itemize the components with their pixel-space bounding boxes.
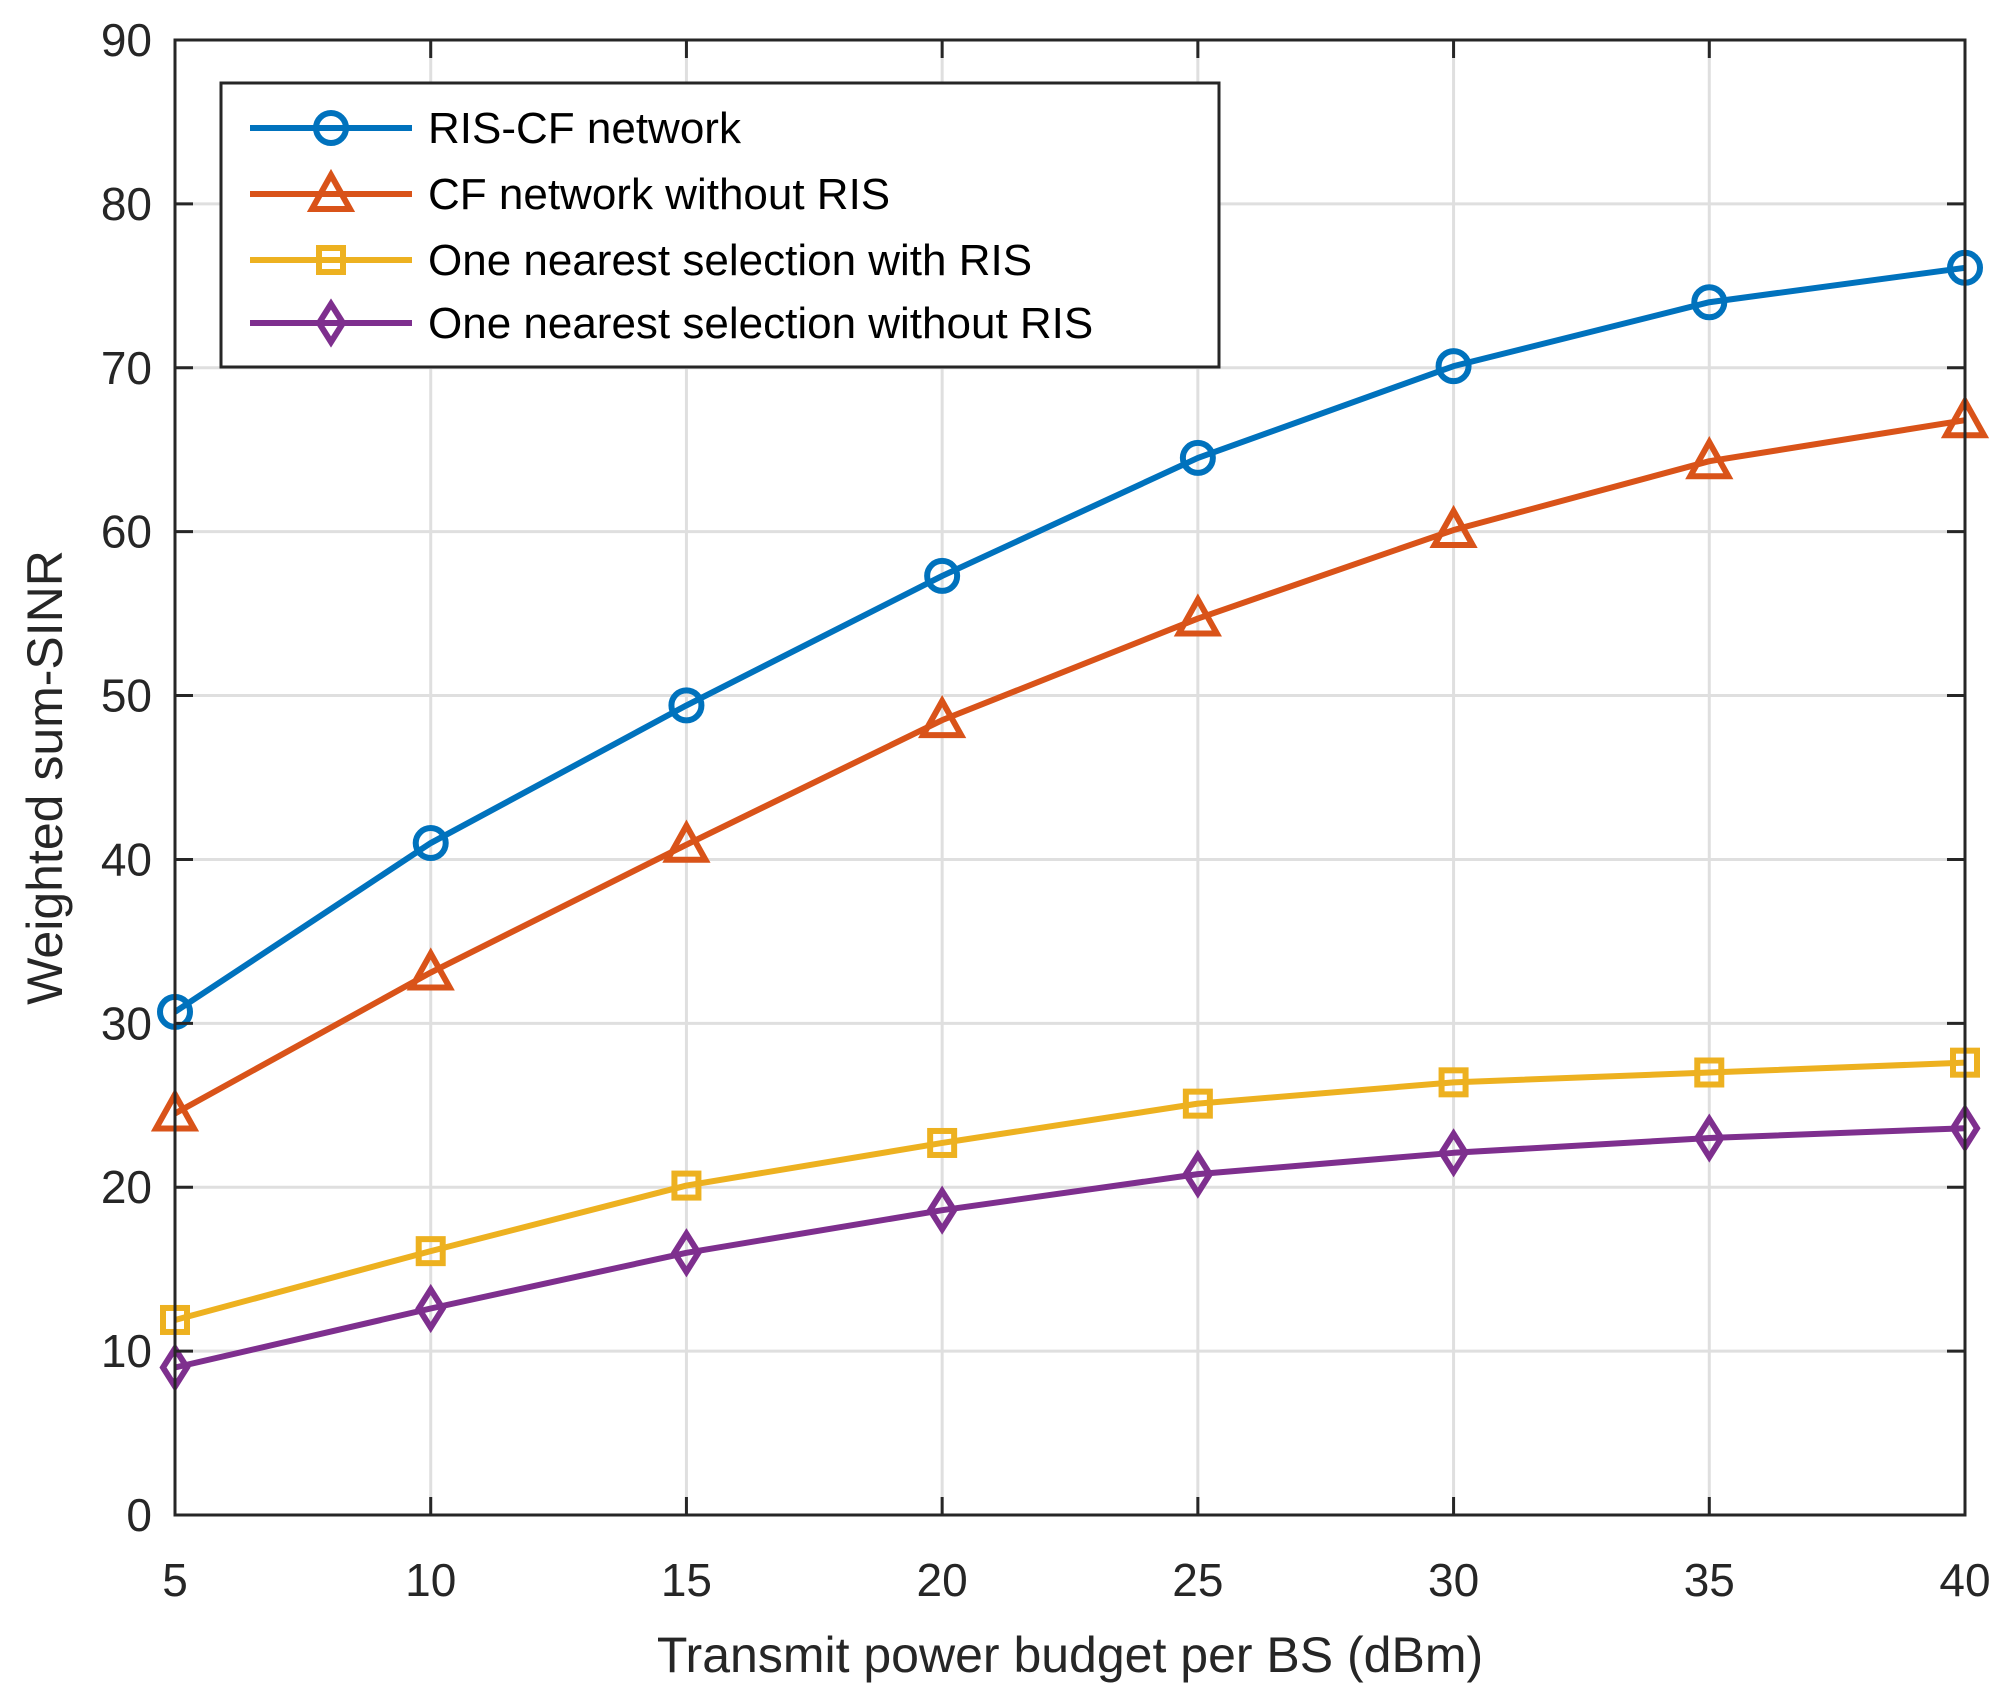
x-tick-label: 35 <box>1684 1554 1735 1606</box>
data-point-circle <box>1435 348 1472 385</box>
data-point-diamond <box>415 1283 447 1334</box>
x-tick-label: 25 <box>1172 1554 1223 1606</box>
series-layer <box>150 249 1990 1393</box>
x-axis-title: Transmit power budget per BS (dBm) <box>657 1627 1483 1683</box>
data-point-circle <box>412 825 449 862</box>
x-tick-label: 5 <box>162 1554 188 1606</box>
y-axis-title: Weighted sum-SINR <box>17 550 73 1005</box>
data-point-square <box>1438 1067 1469 1098</box>
data-point-square <box>316 245 346 275</box>
data-point-square <box>415 1236 446 1267</box>
data-point-triangle <box>662 819 711 863</box>
y-tick-label: 90 <box>101 14 152 66</box>
tick-labels: 5 10 15 20 25 30 35 40 0 10 20 30 40 50 60 70 80 90 <box>101 14 1991 1606</box>
series-diamond <box>159 1103 1981 1393</box>
data-point-circle <box>313 110 349 146</box>
y-tick-label: 50 <box>101 670 152 722</box>
y-tick-label: 70 <box>101 342 152 394</box>
data-point-square <box>927 1127 958 1158</box>
y-tick-label: 60 <box>101 506 152 558</box>
y-tick-label: 80 <box>101 178 152 230</box>
legend-label: One nearest selection with RIS <box>428 236 1032 285</box>
x-tick-label: 40 <box>1939 1554 1990 1606</box>
legend: RIS-CF network CF network without RIS One … <box>219 81 1221 369</box>
y-tick-label: 40 <box>101 833 152 885</box>
legend-label: One nearest selection without RIS <box>428 299 1093 348</box>
data-point-circle <box>924 557 961 594</box>
ticks <box>173 38 1967 1517</box>
data-point-circle <box>668 687 705 724</box>
x-tick-label: 15 <box>661 1554 712 1606</box>
data-point-diamond <box>926 1185 958 1235</box>
series-circle <box>157 249 1983 1030</box>
data-point-triangle <box>1173 593 1222 637</box>
y-tick-label: 10 <box>101 1325 152 1377</box>
data-point-diamond <box>315 298 347 348</box>
series-line <box>173 417 1966 1117</box>
y-tick-label: 20 <box>101 1161 152 1213</box>
data-point-triangle <box>918 694 967 739</box>
series-square <box>160 1047 1980 1335</box>
legend-label: CF network without RIS <box>428 170 890 219</box>
data-point-diamond <box>1182 1149 1214 1199</box>
data-point-triangle <box>1685 436 1734 480</box>
series-line <box>174 1059 1966 1323</box>
x-tick-label: 30 <box>1428 1554 1479 1606</box>
data-point-square <box>1182 1088 1213 1119</box>
y-tick-label: 30 <box>101 997 152 1049</box>
series-line <box>173 264 1966 1015</box>
data-point-diamond <box>670 1228 702 1278</box>
data-point-square <box>671 1170 702 1201</box>
data-point-triangle <box>406 947 455 991</box>
y-tick-label: 0 <box>126 1489 152 1541</box>
x-tick-label: 10 <box>405 1554 456 1606</box>
legend-label: RIS-CF network <box>428 104 742 153</box>
data-point-diamond <box>1438 1128 1470 1178</box>
plot-frame <box>173 38 1967 1517</box>
data-point-triangle <box>1429 504 1478 549</box>
data-point-triangle <box>306 168 356 212</box>
series-line <box>174 1125 1966 1371</box>
data-point-square <box>1694 1057 1725 1088</box>
data-point-circle <box>1691 284 1728 321</box>
x-tick-label: 20 <box>917 1554 968 1606</box>
data-point-diamond <box>1693 1113 1725 1163</box>
data-point-circle <box>1179 439 1216 476</box>
